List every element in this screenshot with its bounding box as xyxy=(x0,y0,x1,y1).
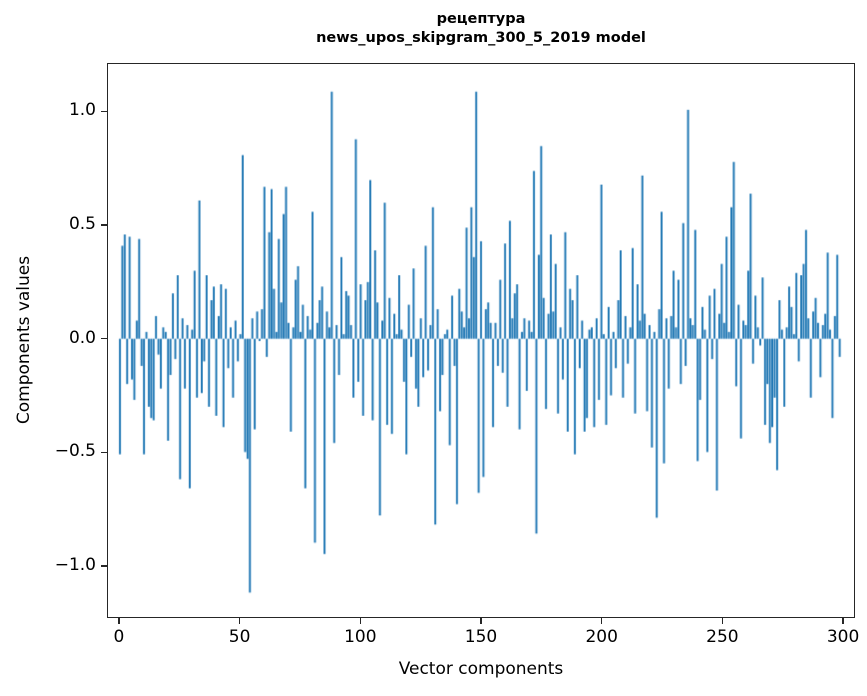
x-tick-label: 100 xyxy=(344,627,377,647)
x-tick-label: 0 xyxy=(113,627,125,647)
x-tick-mark xyxy=(118,618,120,624)
chart-title-line-1: рецептура xyxy=(436,11,526,27)
x-tick-mark xyxy=(480,618,482,624)
y-tick-label: −1.0 xyxy=(54,555,96,576)
x-axis-label: Vector components xyxy=(398,659,564,679)
y-tick-mark xyxy=(101,224,107,226)
y-tick-label: −0.5 xyxy=(54,441,96,462)
y-tick-label: 0.5 xyxy=(68,213,96,234)
y-tick-mark xyxy=(101,338,107,340)
y-tick-label: 1.0 xyxy=(68,100,96,121)
x-tick-mark xyxy=(359,618,361,624)
x-tick-label: 200 xyxy=(585,627,618,647)
x-tick-label: 300 xyxy=(826,627,860,647)
chart-title-line-2: news_upos_skipgram_300_5_2019 model xyxy=(316,30,646,46)
plot-area xyxy=(107,63,855,618)
x-tick-mark xyxy=(842,618,844,624)
x-tick-label: 50 xyxy=(228,627,251,647)
bar-series-canvas xyxy=(108,64,854,617)
x-tick-mark xyxy=(721,618,723,624)
y-tick-label: 0.0 xyxy=(68,327,96,348)
y-tick-mark xyxy=(101,565,107,567)
x-tick-mark xyxy=(238,618,241,624)
y-axis-label: Components values xyxy=(14,255,34,425)
y-tick-mark xyxy=(101,451,107,454)
x-tick-label: 150 xyxy=(464,627,498,647)
x-tick-mark xyxy=(601,618,603,624)
x-tick-label: 250 xyxy=(706,627,739,647)
y-tick-mark xyxy=(101,110,107,112)
chart-title: рецептура news_upos_skipgram_300_5_2019 … xyxy=(107,10,855,48)
